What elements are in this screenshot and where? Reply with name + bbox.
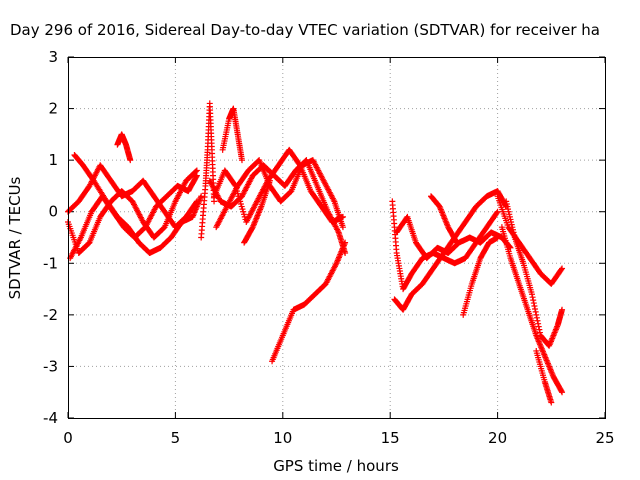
data-point-spike17 <box>453 239 460 246</box>
y-tick-label: 1 <box>48 151 58 169</box>
data-point-tailB <box>532 305 539 312</box>
data-point-tailB <box>533 314 540 321</box>
y-tick-label: 0 <box>48 203 58 221</box>
grid <box>68 57 605 418</box>
data-point-track3 <box>193 198 200 205</box>
x-tick-label: 15 <box>381 429 400 447</box>
data-point-tailB <box>529 294 536 301</box>
plot-frame <box>68 57 606 419</box>
data-point-track2 <box>198 193 205 200</box>
data-points <box>65 100 566 406</box>
data-point-tailB <box>535 323 542 330</box>
x-tick-label: 0 <box>63 429 73 447</box>
data-point-tailB <box>528 291 535 298</box>
data-point-spike17 <box>453 238 460 245</box>
data-point-tailB <box>559 306 566 313</box>
data-point-tailB <box>536 329 543 336</box>
y-tick-label: -2 <box>43 306 58 324</box>
data-point-trackB1 <box>493 209 500 216</box>
data-point-tailB <box>535 320 542 327</box>
chart-title: Day 296 of 2016, Sidereal Day-to-day VTE… <box>10 21 600 39</box>
data-point-tailB <box>536 326 543 333</box>
axis-ticks: 0 5 10 15 20 25 -4 -3 -2 -1 0 1 2 3 <box>43 48 615 447</box>
data-point-tailB <box>534 317 541 324</box>
data-point-tailA <box>559 389 566 396</box>
data-point-tailB <box>530 300 537 307</box>
x-tick-label: 25 <box>595 429 614 447</box>
data-point-tailB <box>531 303 538 310</box>
data-point-riseB <box>494 234 501 241</box>
y-tick-label: 2 <box>48 100 58 118</box>
data-point-track7 <box>339 224 346 231</box>
x-tick-label: 20 <box>488 429 507 447</box>
data-point-tailC <box>559 265 566 272</box>
data-point-track1 <box>193 168 200 175</box>
data-point-spike7 <box>238 157 245 164</box>
data-point-track3 <box>193 199 200 206</box>
data-point-tailB <box>532 308 539 315</box>
data-point-tailB <box>533 311 540 318</box>
x-tick-label: 10 <box>273 429 292 447</box>
data-point-spike2_5 <box>127 157 134 164</box>
data-point-track4 <box>193 173 200 180</box>
x-axis-label: GPS time / hours <box>273 457 399 475</box>
data-point-trackB1 <box>494 208 501 215</box>
data-point-tailB <box>530 297 537 304</box>
data-point-tailD <box>548 399 555 406</box>
data-point-track1 <box>193 167 200 174</box>
data-point-track8 <box>266 177 273 184</box>
data-point-track4 <box>193 172 200 179</box>
y-axis-label: SDTVAR / TECUs <box>6 176 24 299</box>
data-point-tailA <box>558 388 565 395</box>
y-tick-label: -4 <box>43 409 58 427</box>
y-tick-label: -3 <box>43 357 58 375</box>
y-tick-label: 3 <box>48 48 58 66</box>
y-tick-label: -1 <box>43 254 58 272</box>
data-point-descent <box>342 239 349 246</box>
x-tick-label: 5 <box>171 429 181 447</box>
data-point-tailC <box>558 266 565 273</box>
data-point-spike6 <box>211 198 218 205</box>
